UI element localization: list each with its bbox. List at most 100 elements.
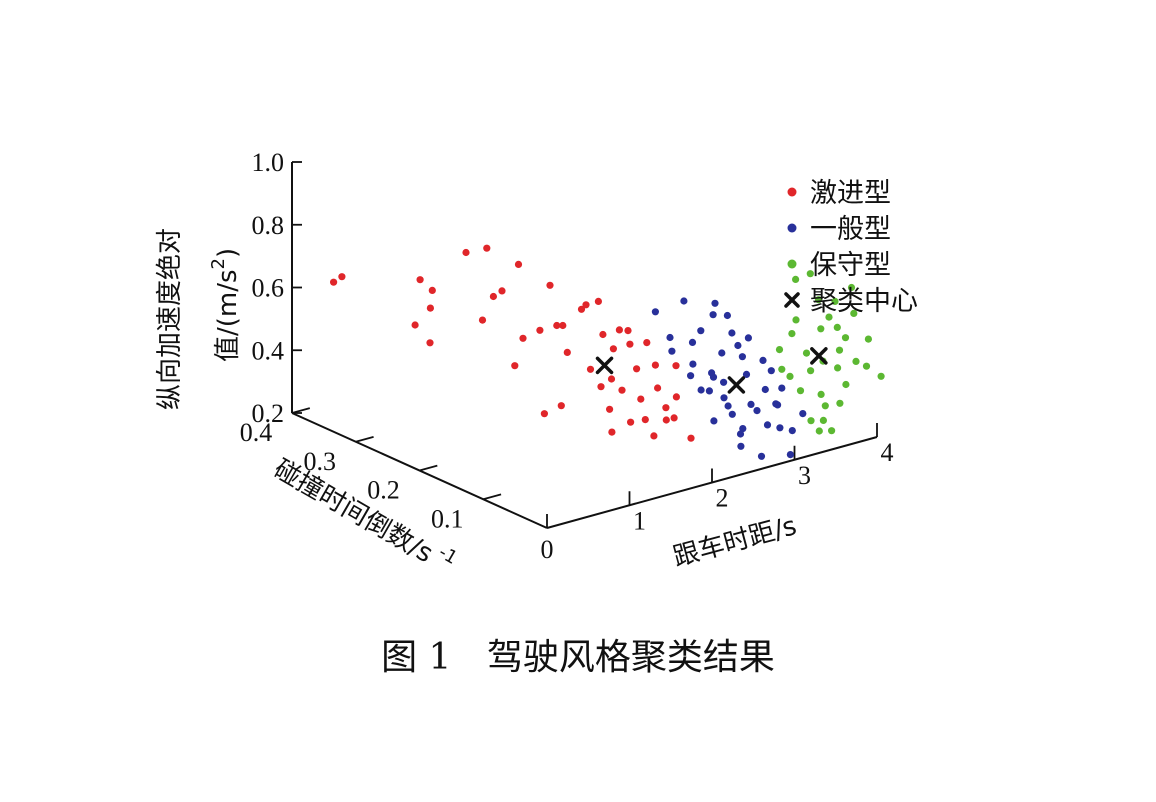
y-tick-mark — [355, 435, 374, 443]
data-point-series-0 — [662, 404, 670, 412]
data-point-series-0 — [483, 244, 491, 252]
data-point-series-2 — [792, 275, 800, 283]
data-point-series-2 — [862, 362, 871, 370]
data-point-series-0 — [478, 316, 487, 324]
data-point-series-0 — [651, 361, 660, 369]
x-tick-label: 0 — [541, 535, 554, 564]
data-point-series-0 — [563, 348, 571, 356]
data-point-series-1 — [788, 427, 796, 435]
data-point-series-2 — [819, 416, 828, 424]
data-point-series-2 — [814, 296, 823, 304]
cluster-center-marker — [810, 347, 828, 365]
data-point-series-1 — [761, 385, 769, 394]
data-point-series-2 — [778, 365, 786, 373]
x-tick-label: 1 — [633, 506, 646, 535]
data-point-series-0 — [338, 273, 346, 281]
y-axis-title-text: 碰撞时间倒数/s — [269, 454, 438, 569]
legend-swatch-dot — [787, 259, 797, 269]
cross-stroke — [595, 356, 614, 375]
data-point-series-2 — [842, 380, 850, 389]
data-point-series-0 — [599, 330, 607, 339]
data-point-series-0 — [626, 340, 634, 348]
data-point-series-0 — [540, 410, 549, 418]
data-point-series-2 — [841, 334, 850, 342]
data-point-series-0 — [426, 304, 434, 312]
data-point-series-0 — [553, 321, 561, 330]
data-point-series-0 — [582, 301, 590, 309]
data-point-series-1 — [705, 387, 714, 395]
data-point-series-0 — [609, 345, 618, 353]
data-point-series-0 — [559, 321, 567, 330]
data-point-series-0 — [511, 362, 519, 370]
data-point-series-0 — [411, 321, 419, 329]
y-tick-label: 0.1 — [431, 504, 464, 533]
data-point-series-2 — [835, 346, 844, 354]
data-point-series-2 — [877, 372, 885, 380]
data-point-series-1 — [668, 347, 676, 355]
data-point-series-0 — [594, 297, 603, 305]
data-point-series-0 — [536, 326, 544, 334]
data-point-series-1 — [739, 425, 747, 433]
figure-caption: 图 1 驾驶风格聚类结果 — [0, 628, 1156, 680]
data-point-series-0 — [546, 281, 554, 289]
data-point-series-0 — [330, 278, 338, 286]
z-axis-title-line2: 值/(m/s2) — [208, 248, 243, 362]
data-point-series-0 — [608, 428, 616, 436]
data-point-series-0 — [670, 414, 678, 422]
legend-swatch-dot — [787, 187, 797, 197]
data-point-series-0 — [637, 395, 645, 403]
data-point-series-2 — [852, 357, 860, 365]
data-point-series-2 — [788, 330, 796, 338]
data-point-series-0 — [606, 405, 614, 413]
data-point-series-1 — [711, 299, 719, 307]
data-point-series-1 — [734, 341, 742, 350]
data-point-series-1 — [718, 349, 726, 357]
data-point-series-0 — [416, 276, 424, 284]
data-point-series-1 — [742, 370, 751, 378]
figure-title: 驾驶风格聚类结果 — [486, 637, 775, 678]
data-point-series-2 — [821, 402, 829, 410]
data-point-series-0 — [687, 434, 695, 442]
data-point-series-2 — [828, 427, 836, 435]
data-point-series-1 — [759, 356, 767, 364]
data-point-series-1 — [709, 373, 718, 381]
legend-label: 保守型 — [810, 250, 891, 281]
x-tick-label: 3 — [798, 461, 811, 490]
data-point-series-1 — [778, 384, 786, 392]
data-point-series-1 — [738, 353, 747, 361]
data-point-series-2 — [836, 399, 844, 407]
data-point-series-1 — [753, 407, 761, 415]
data-point-series-2 — [831, 297, 839, 305]
data-point-series-1 — [666, 333, 674, 342]
y-tick-mark — [419, 464, 438, 472]
data-point-series-1 — [763, 421, 772, 429]
z-axis-title-line1: 纵向加速度绝对 — [155, 228, 185, 410]
data-point-series-0 — [672, 362, 680, 370]
data-point-series-2 — [834, 364, 842, 372]
data-point-series-1 — [720, 378, 728, 386]
data-point-series-0 — [615, 326, 624, 334]
data-point-series-1 — [689, 360, 697, 368]
data-point-series-1 — [697, 327, 705, 335]
data-point-series-0 — [557, 402, 565, 410]
data-point-series-0 — [650, 432, 658, 440]
y-tick-label: 0.3 — [304, 447, 337, 476]
data-point-series-1 — [744, 334, 753, 342]
data-point-series-1 — [736, 430, 745, 438]
data-point-series-1 — [747, 400, 755, 408]
data-point-series-2 — [796, 387, 805, 395]
data-point-series-2 — [792, 316, 800, 324]
data-point-series-1 — [767, 367, 775, 375]
data-point-series-2 — [817, 325, 825, 333]
data-point-series-0 — [672, 393, 681, 401]
data-point-series-1 — [786, 451, 795, 459]
data-point-series-1 — [776, 424, 784, 432]
x-axis-title: 跟车时距/s — [670, 511, 800, 573]
data-point-series-0 — [519, 334, 527, 342]
z-tick-label: 0.8 — [252, 211, 285, 240]
cluster-center-marker — [595, 356, 614, 375]
data-point-series-1 — [709, 311, 717, 319]
data-point-series-2 — [786, 372, 794, 380]
data-point-series-0 — [586, 365, 595, 373]
